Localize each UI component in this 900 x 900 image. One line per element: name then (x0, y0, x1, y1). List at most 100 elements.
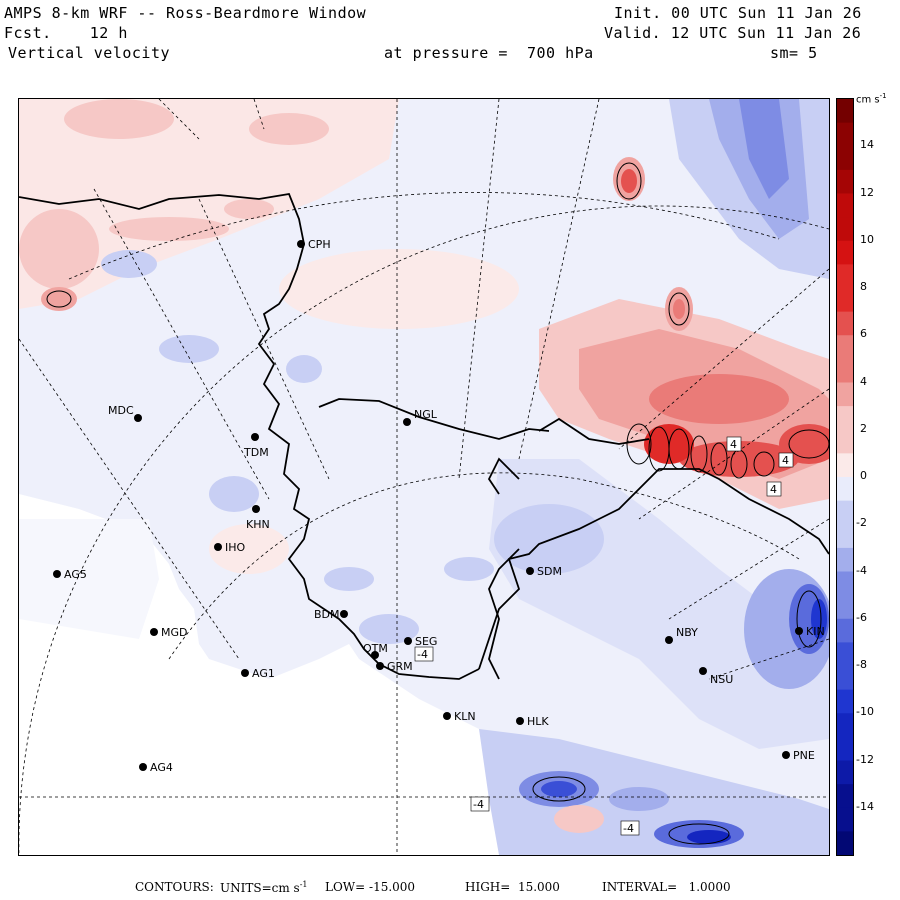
colorbar-segment (837, 382, 853, 407)
positive-region-mid (279, 249, 519, 329)
station-bdm: BDM (314, 608, 348, 621)
station-label: AG4 (150, 761, 173, 774)
colorbar-tick-label: 12 (860, 185, 874, 199)
negative-blob-4 (209, 476, 259, 512)
station-kln: KLN (443, 710, 476, 723)
station-ag4: AG4 (139, 761, 173, 774)
positive-region-east-3 (649, 374, 789, 424)
colorbar-tick-label: -2 (856, 516, 867, 530)
negative-blob-3 (286, 355, 322, 383)
contour-label: -4 (414, 646, 434, 662)
station-label: NBY (676, 626, 698, 639)
negative-region-south-3 (541, 781, 577, 797)
station-kin: KIN (795, 625, 825, 638)
colorbar-segment (837, 618, 853, 643)
negative-region-ne-3 (739, 99, 789, 199)
colorbar-segment (837, 406, 853, 431)
colorbar-segment (837, 217, 853, 242)
station-iho: IHO (214, 541, 246, 554)
station-ag5: AG5 (53, 568, 87, 581)
colorbar-segment (837, 358, 853, 383)
station-label: OTM (363, 642, 388, 655)
colorbar-units: cm s-1 (856, 92, 887, 105)
station-sdm: SDM (526, 565, 562, 578)
station-grm: GRM (376, 660, 413, 673)
contour-label: -4 (620, 820, 640, 836)
station-mgd: MGD (150, 626, 188, 639)
white-region-2 (19, 519, 159, 639)
negative-region-center-3 (444, 557, 494, 581)
colorbar-segment (837, 477, 853, 502)
colorbar-segment (837, 264, 853, 289)
station-label: CPH (308, 238, 331, 251)
colorbar-segment (837, 240, 853, 265)
colorbar-segment (837, 453, 853, 478)
colorbar-tick-label: -12 (856, 752, 874, 766)
station-seg: SEG (404, 635, 437, 648)
positive-blob-2 (41, 287, 77, 311)
station-label: MGD (161, 626, 188, 639)
contour-cluster (46, 162, 829, 845)
colorbar-segment (837, 784, 853, 809)
station-label: IHO (225, 541, 246, 554)
footer-low: LOW= -15.000 (325, 880, 416, 894)
station-label: HLK (527, 715, 549, 728)
colorbar-segment (837, 642, 853, 667)
station-label: MDC (108, 404, 134, 417)
station-label: TDM (243, 446, 269, 459)
pressure-level: at pressure = 700 hPa (384, 44, 594, 62)
station-ag1: AG1 (241, 667, 275, 680)
colorbar-tick-label: -4 (856, 563, 867, 577)
positive-blob-6 (224, 199, 274, 219)
init-time: Init. 00 UTC Sun 11 Jan 26 (614, 4, 862, 22)
positive-blob-1 (19, 209, 99, 289)
colorbar-tick-label: 6 (860, 327, 867, 341)
negative-region-coast (359, 614, 419, 644)
station-label: KLN (454, 710, 476, 723)
colorbar-tick-label: -14 (856, 799, 874, 813)
colorbar-segment (837, 831, 853, 856)
station-label: AG5 (64, 568, 87, 581)
colorbar-segment (837, 713, 853, 738)
contour-label-text: 4 (770, 483, 777, 496)
colorbar-units-text: cm s (856, 94, 880, 106)
station-label: GRM (387, 660, 413, 673)
colorbar-tick-label: -6 (856, 610, 867, 624)
station-pne: PNE (782, 749, 815, 762)
colorbar-segment (837, 595, 853, 620)
colorbar-canvas (837, 99, 853, 856)
station-label: KHN (246, 518, 270, 531)
coastline (19, 192, 829, 680)
colorbar-segment (837, 288, 853, 313)
colorbar-segment (837, 335, 853, 360)
forecast-hour: Fcst. 12 h (4, 24, 128, 42)
station-label: BDM (314, 608, 340, 621)
negative-blob-1 (101, 250, 157, 278)
station-ngl: NGL (403, 408, 438, 426)
colorbar-segment (837, 807, 853, 832)
footer-contours: CONTOURS: (135, 880, 214, 894)
contour-label-text: -4 (623, 822, 634, 835)
footer-interval: INTERVAL= 1.0000 (602, 880, 731, 894)
station-otm: OTM (363, 642, 388, 659)
contour-label: -4 (470, 796, 490, 812)
colorbar-tick-label: 14 (860, 138, 874, 152)
station-label: SDM (537, 565, 562, 578)
footer-units: UNITS=cm s-1 (220, 880, 308, 895)
station-label: AG1 (252, 667, 275, 680)
contour-label: 4 (726, 436, 742, 452)
colorbar-segment (837, 689, 853, 714)
colorbar-segment (837, 524, 853, 549)
negative-region-south-5 (687, 830, 731, 844)
station-label: NGL (414, 408, 438, 421)
smoothing: sm= 5 (770, 44, 818, 62)
positive-region-mid-2 (209, 524, 289, 574)
contour-label-text: 4 (782, 454, 789, 467)
footer-units-text: UNITS=cm s (220, 881, 300, 895)
white-region (19, 494, 619, 855)
station-label: KIN (806, 625, 825, 638)
colorbar-units-exponent: -1 (879, 92, 887, 100)
map-title: AMPS 8-km WRF -- Ross-Beardmore Window (4, 4, 367, 22)
positive-blob-east-3 (621, 169, 637, 193)
colorbar-tick-label: 10 (860, 232, 874, 246)
